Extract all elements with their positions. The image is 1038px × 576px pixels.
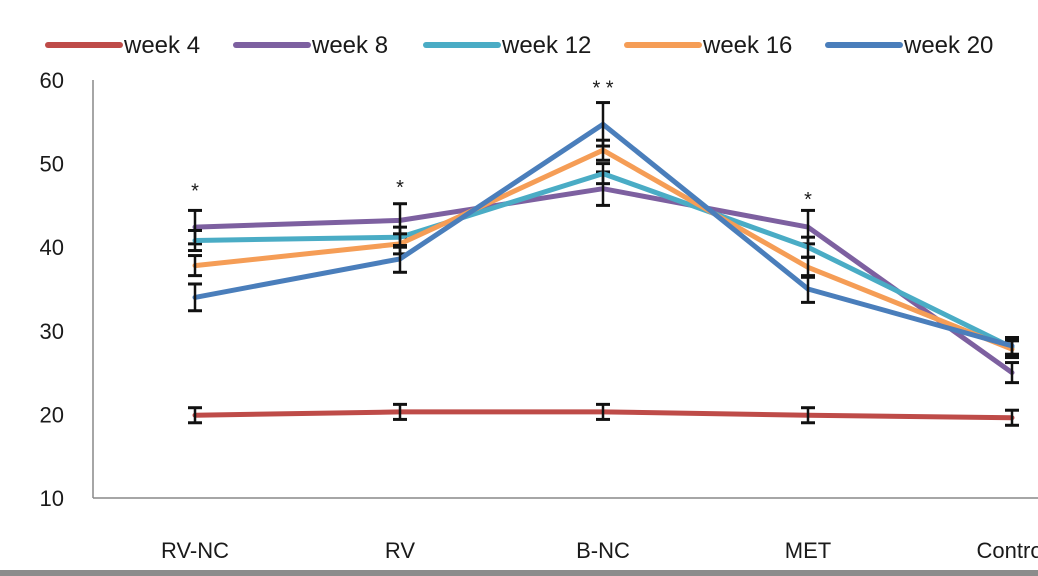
y-tick-label: 50 [40,152,64,177]
y-tick-label: 10 [40,486,64,511]
x-category-label: Control [977,538,1038,563]
y-tick-label: 60 [40,68,64,93]
y-tick-labels: 10 20 30 40 50 60 [40,68,64,511]
legend-label: week 12 [501,32,591,59]
significance-marker: * * [592,78,613,100]
significance-marker: * [804,189,812,211]
x-category-label: B-NC [576,538,630,563]
significance-marker: * [396,177,404,199]
x-category-labels: RV-NC RV B-NC MET Control [161,538,1038,563]
x-category-label: RV-NC [161,538,229,563]
axes [92,80,1038,499]
legend-label: week 16 [702,32,792,59]
y-tick-label: 20 [40,402,64,427]
series-group [188,402,1019,427]
annotations: * * * * * [191,78,812,211]
legend-label: week 4 [123,32,200,59]
y-tick-label: 40 [40,235,64,260]
x-category-label: MET [785,538,831,563]
x-category-label: RV [385,538,415,563]
significance-marker: * [191,181,199,203]
series-line [192,186,1015,376]
y-tick-label: 30 [40,319,64,344]
legend-label: week 20 [903,32,993,59]
legend: week 4 week 8 week 12 week 16 week 20 [45,32,993,59]
series-group [188,101,1019,356]
series-layer [188,101,1019,427]
legend-label: week 8 [311,32,388,59]
series-group [188,162,1019,358]
